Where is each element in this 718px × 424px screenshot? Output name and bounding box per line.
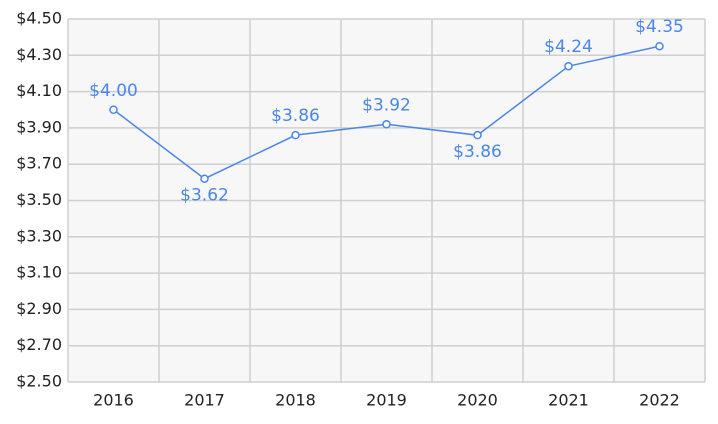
x-tick-label: 2017: [184, 391, 225, 410]
data-label: $4.35: [635, 17, 684, 37]
point: [200, 174, 209, 183]
y-tick-label: $4.10: [16, 81, 62, 100]
point: [655, 41, 664, 51]
point: [291, 130, 300, 140]
x-tick-label: 2018: [275, 391, 316, 410]
x-tick-label: 2020: [457, 391, 498, 410]
y-tick-label: $3.10: [16, 263, 62, 282]
y-tick-label: $2.70: [16, 335, 62, 354]
data-label: $4.00: [89, 81, 138, 101]
point: [382, 120, 391, 129]
y-tick-label: $3.50: [16, 190, 62, 209]
data-label: $4.24: [544, 37, 593, 57]
x-tick-label: 2022: [639, 391, 680, 410]
x-tick-label: 2021: [548, 391, 589, 410]
data-label: $3.86: [271, 106, 320, 126]
data-label: $3.92: [362, 95, 411, 115]
point: [564, 61, 573, 71]
y-tick-label: $2.50: [16, 372, 62, 391]
y-tick-label: $2.90: [16, 299, 62, 318]
y-tick-label: $3.70: [16, 154, 62, 173]
y-tick-label: $4.30: [16, 45, 62, 64]
y-tick-label: $3.30: [16, 226, 62, 245]
point: [109, 105, 118, 114]
y-tick-label: $3.90: [16, 117, 62, 136]
data-label: $3.62: [180, 186, 229, 206]
point: [473, 130, 482, 140]
x-tick-label: 2019: [366, 391, 407, 410]
y-tick-label: $4.50: [16, 9, 62, 28]
x-tick-label: 2016: [93, 391, 134, 410]
data-label: $3.86: [453, 142, 502, 162]
